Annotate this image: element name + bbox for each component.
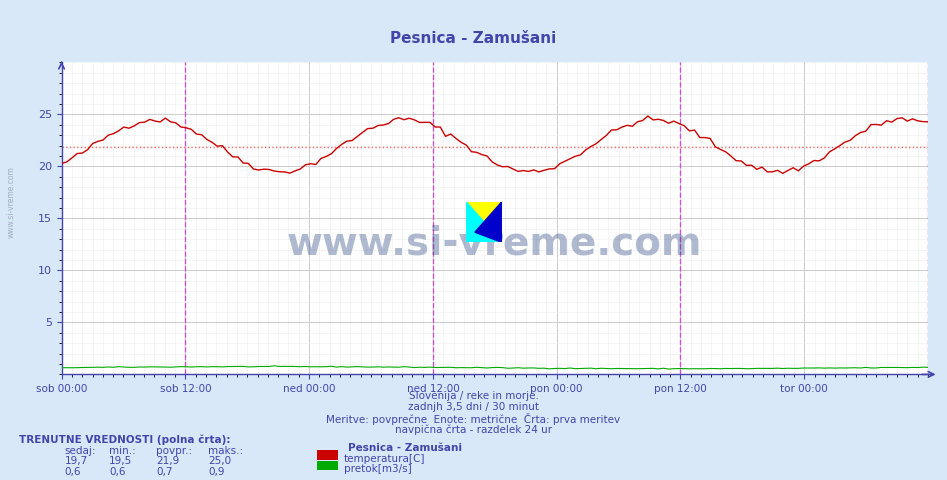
Polygon shape bbox=[466, 202, 502, 242]
Text: maks.:: maks.: bbox=[208, 446, 243, 456]
Text: 21,9: 21,9 bbox=[156, 456, 180, 467]
Text: www.si-vreme.com: www.si-vreme.com bbox=[287, 224, 703, 263]
Text: povpr.:: povpr.: bbox=[156, 446, 192, 456]
Text: 0,9: 0,9 bbox=[208, 467, 224, 477]
Text: navpična črta - razdelek 24 ur: navpična črta - razdelek 24 ur bbox=[395, 424, 552, 435]
Text: 25,0: 25,0 bbox=[208, 456, 231, 467]
Text: sedaj:: sedaj: bbox=[64, 446, 96, 456]
Text: 19,5: 19,5 bbox=[109, 456, 133, 467]
Text: TRENUTNE VREDNOSTI (polna črta):: TRENUTNE VREDNOSTI (polna črta): bbox=[19, 434, 230, 445]
Text: zadnjh 3,5 dni / 30 minut: zadnjh 3,5 dni / 30 minut bbox=[408, 402, 539, 412]
Text: Slovenija / reke in morje.: Slovenija / reke in morje. bbox=[408, 391, 539, 401]
Text: Pesnica - Zamušani: Pesnica - Zamušani bbox=[390, 31, 557, 46]
Text: 0,6: 0,6 bbox=[64, 467, 80, 477]
Text: www.si-vreme.com: www.si-vreme.com bbox=[7, 166, 16, 238]
Text: 19,7: 19,7 bbox=[64, 456, 88, 467]
Text: temperatura[C]: temperatura[C] bbox=[344, 454, 425, 464]
Text: min.:: min.: bbox=[109, 446, 135, 456]
Text: pretok[m3/s]: pretok[m3/s] bbox=[344, 464, 412, 474]
Text: 0,6: 0,6 bbox=[109, 467, 125, 477]
Text: 0,7: 0,7 bbox=[156, 467, 172, 477]
Text: Pesnica - Zamušani: Pesnica - Zamušani bbox=[348, 443, 461, 453]
Polygon shape bbox=[475, 202, 502, 242]
Text: Meritve: povprečne  Enote: metrične  Črta: prva meritev: Meritve: povprečne Enote: metrične Črta:… bbox=[327, 413, 620, 425]
